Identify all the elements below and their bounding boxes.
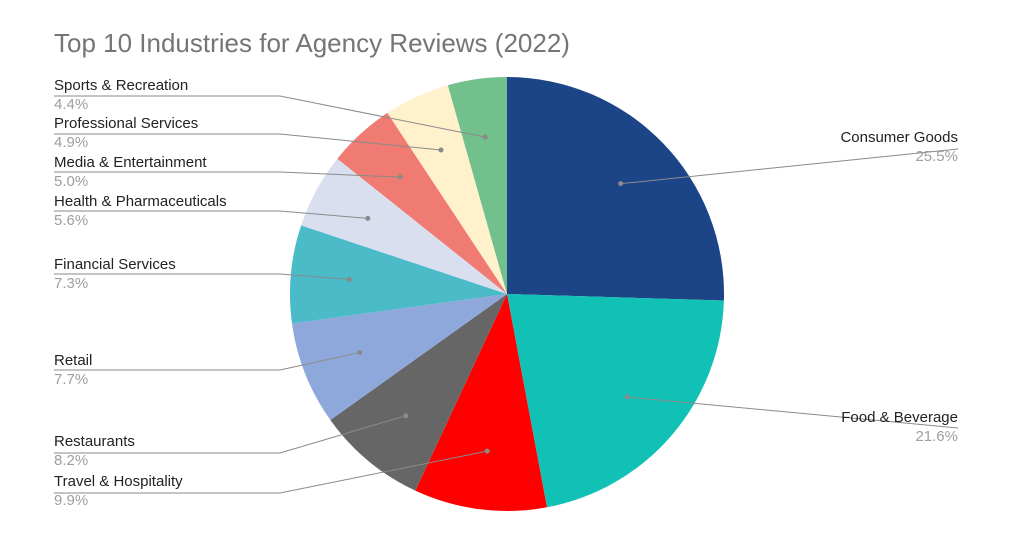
leader-dot-restaurants — [403, 413, 409, 419]
leader-line-consumer-goods — [620, 148, 959, 185]
chart-title: Top 10 Industries for Agency Reviews (20… — [54, 28, 570, 58]
leader-line-media-and-entertainment — [54, 171, 401, 178]
percent-health-and-pharmaceuticals: 5.6% — [54, 212, 88, 229]
leader-line-financial-services — [54, 273, 350, 280]
leader-dot-professional-services — [438, 147, 444, 153]
pie-slices — [290, 77, 724, 512]
label-media-and-entertainment: Media & Entertainment — [54, 154, 207, 171]
label-restaurants: Restaurants — [54, 433, 135, 450]
slice-travel-and-hospitality — [415, 294, 547, 512]
slice-sports-and-recreation — [447, 77, 507, 294]
leader-dot-food-and-beverage — [624, 394, 630, 400]
percent-professional-services: 4.9% — [54, 134, 88, 151]
percent-food-and-beverage: 21.6% — [915, 428, 958, 445]
leader-dot-travel-and-hospitality — [484, 448, 490, 454]
percent-travel-and-hospitality: 9.9% — [54, 492, 88, 509]
slice-financial-services — [290, 225, 507, 324]
leader-dot-retail — [357, 349, 363, 355]
percent-sports-and-recreation: 4.4% — [54, 96, 88, 113]
percent-financial-services: 7.3% — [54, 275, 88, 292]
label-travel-and-hospitality: Travel & Hospitality — [54, 473, 183, 490]
slice-labels: Consumer Goods 25.5% Food & Beverage 21.6% T… — [54, 77, 958, 509]
percent-restaurants: 8.2% — [54, 452, 88, 469]
leader-dot-consumer-goods — [618, 181, 624, 187]
percent-retail: 7.7% — [54, 371, 88, 388]
slice-restaurants — [330, 294, 507, 491]
slice-health-and-pharmaceuticals — [301, 158, 507, 294]
leader-line-sports-and-recreation — [54, 95, 486, 138]
label-financial-services: Financial Services — [54, 256, 176, 273]
label-food-and-beverage: Food & Beverage — [841, 409, 958, 426]
label-professional-services: Professional Services — [54, 115, 198, 132]
leader-dot-financial-services — [346, 276, 352, 282]
label-health-and-pharmaceuticals: Health & Pharmaceuticals — [54, 193, 227, 210]
leader-dot-sports-and-recreation — [482, 134, 488, 140]
leader-line-professional-services — [54, 133, 442, 151]
slice-media-and-entertainment — [337, 112, 507, 294]
slice-consumer-goods — [507, 77, 724, 301]
leader-line-restaurants — [54, 415, 406, 454]
slice-professional-services — [387, 85, 507, 294]
percent-consumer-goods: 25.5% — [915, 148, 958, 165]
leader-line-retail — [54, 352, 360, 371]
percent-media-and-entertainment: 5.0% — [54, 173, 88, 190]
slice-retail — [292, 294, 507, 421]
label-consumer-goods: Consumer Goods — [840, 129, 958, 146]
leader-line-health-and-pharmaceuticals — [54, 210, 368, 219]
leader-line-travel-and-hospitality — [54, 450, 488, 494]
leader-dot-media-and-entertainment — [397, 174, 403, 180]
leader-line-food-and-beverage — [627, 396, 959, 429]
slice-food-and-beverage — [507, 294, 724, 508]
leader-dot-health-and-pharmaceuticals — [365, 215, 371, 221]
leader-lines — [54, 95, 959, 494]
label-retail: Retail — [54, 352, 92, 369]
label-sports-and-recreation: Sports & Recreation — [54, 77, 188, 94]
